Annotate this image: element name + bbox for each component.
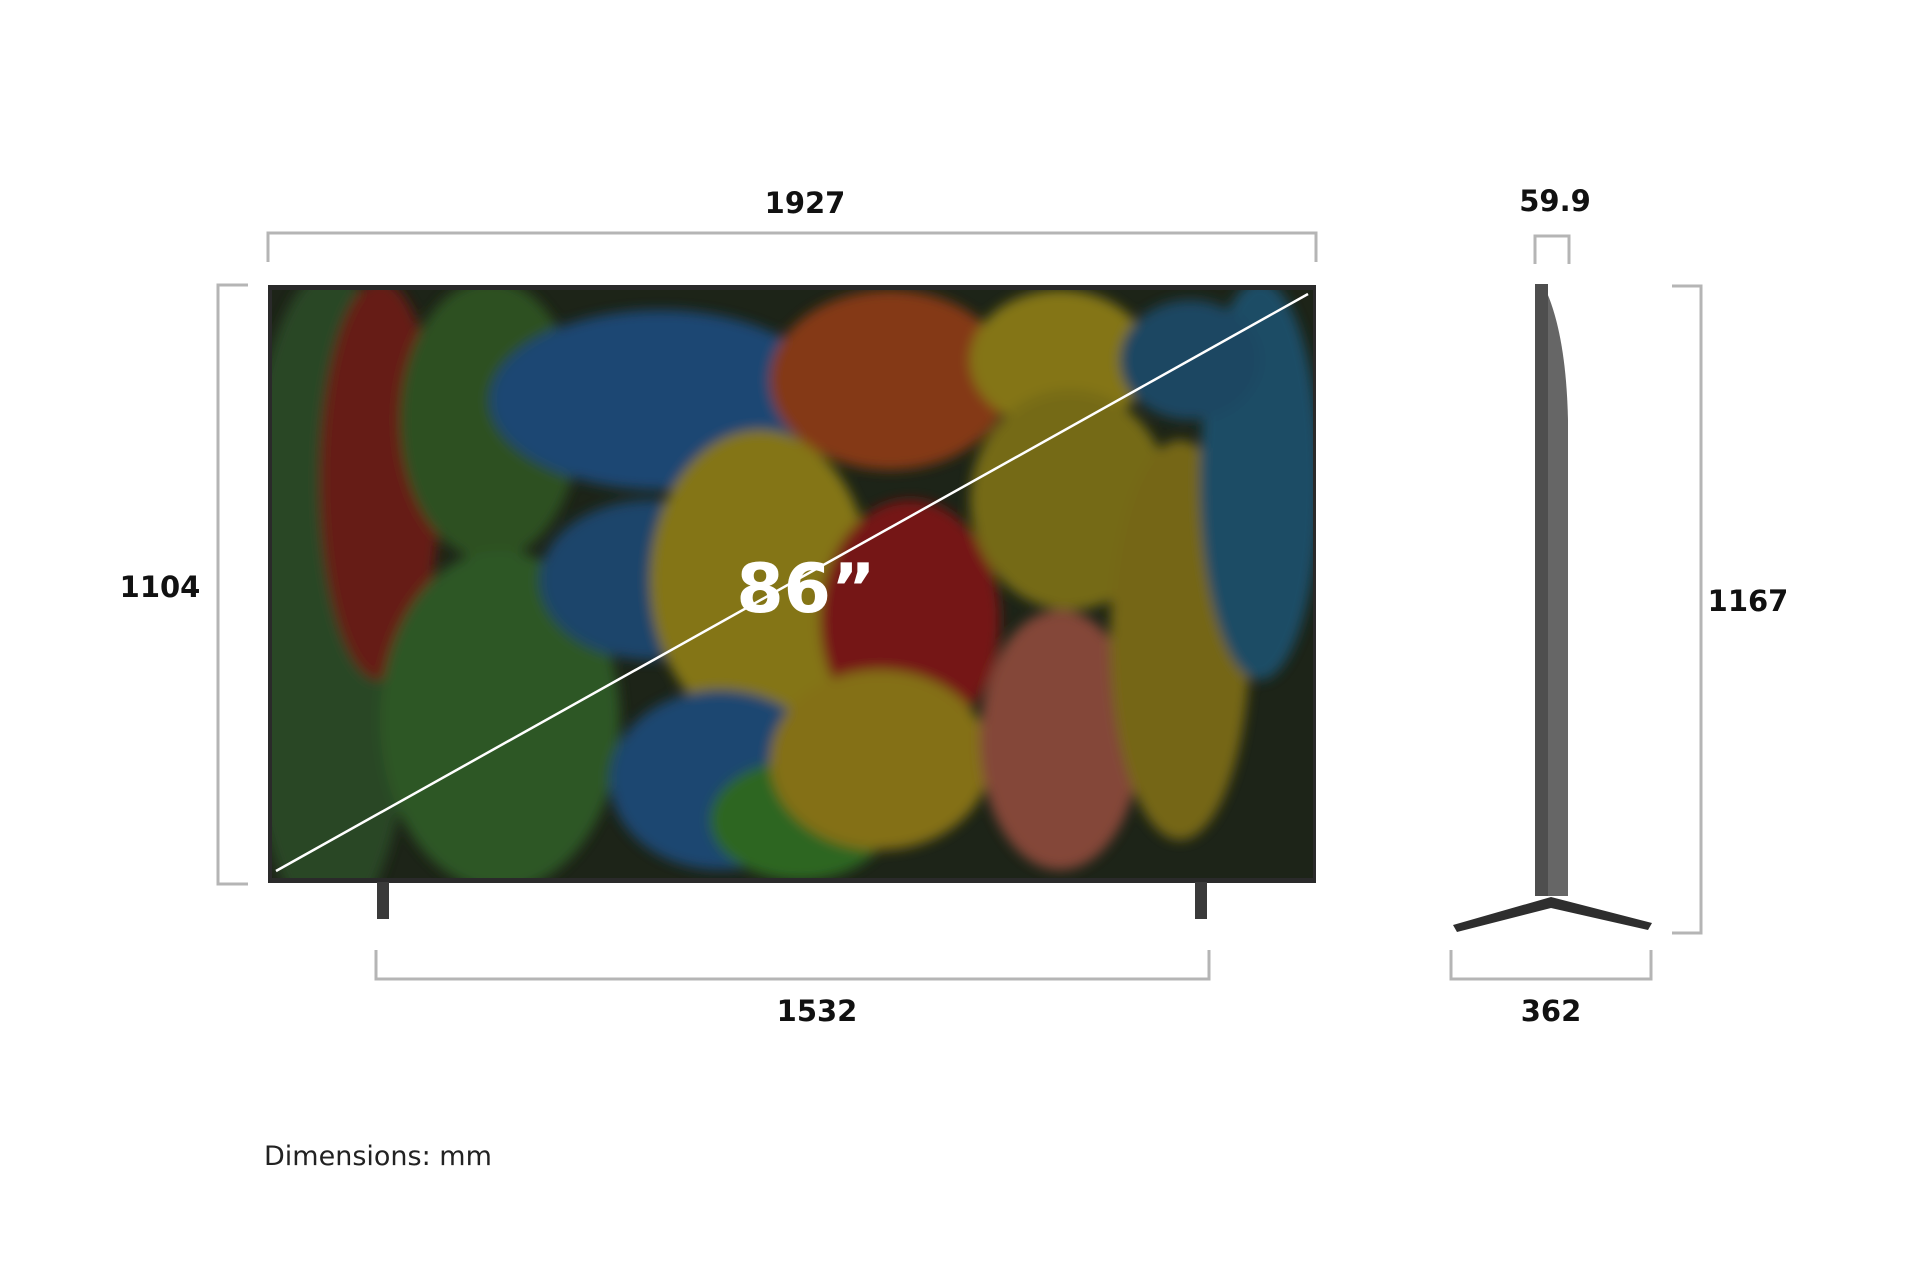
tv-front: 86”	[268, 285, 1316, 919]
height-label: 1104	[120, 570, 201, 604]
depth-bracket	[1533, 234, 1571, 264]
depth-label: 59.9	[1519, 184, 1591, 218]
side-height-label: 1167	[1708, 584, 1789, 618]
side-stand	[1453, 897, 1652, 932]
width-bracket	[266, 231, 1318, 262]
width-label: 1927	[765, 186, 846, 220]
stand-depth-bracket	[1449, 950, 1653, 981]
side-height-bracket	[1672, 284, 1703, 935]
diagonal-line	[275, 292, 1309, 873]
tv-side	[1453, 284, 1652, 932]
stand-span-bracket	[374, 950, 1211, 981]
right-stand-leg	[1195, 882, 1207, 919]
stand-span-label: 1532	[777, 994, 858, 1028]
left-stand-leg	[377, 882, 389, 919]
stand-depth-label: 362	[1521, 994, 1582, 1028]
diagonal-size-label: 86”	[736, 550, 875, 629]
height-bracket	[216, 283, 248, 886]
units-note: Dimensions: mm	[264, 1141, 492, 1172]
